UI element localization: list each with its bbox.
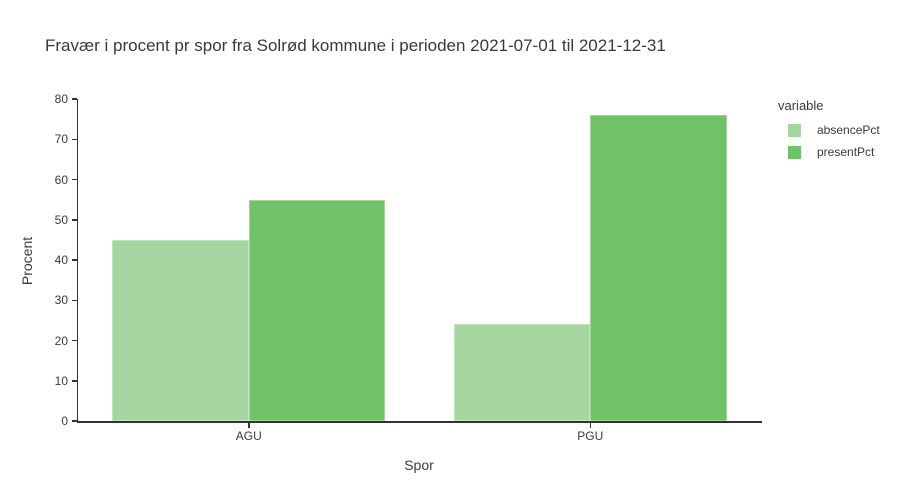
y-axis-line	[76, 99, 78, 423]
legend-item-label: presentPct	[817, 145, 875, 159]
y-tick-label: 40	[54, 253, 68, 267]
legend-items: absencePct presentPct	[775, 119, 897, 163]
bar-PGU-absencePct[interactable]	[453, 324, 591, 421]
legend: variable absencePct presentPct	[775, 98, 897, 163]
y-tick-mark	[71, 138, 77, 140]
y-tick-mark	[71, 259, 77, 261]
legend-swatch-presentPct	[788, 145, 801, 159]
y-tick-mark	[71, 339, 77, 342]
bar-AGU-absencePct[interactable]	[112, 239, 249, 421]
y-tick-label: 70	[54, 132, 68, 147]
y-tick-mark	[71, 420, 77, 422]
x-axis-title: Spor	[404, 457, 434, 473]
bar-PGU-presentPct[interactable]	[590, 115, 727, 421]
y-tick-label: 10	[54, 373, 68, 388]
y-tick-mark	[71, 178, 77, 181]
y-axis-title: Procent	[19, 236, 35, 286]
legend-title: variable	[778, 98, 824, 113]
x-tick-label: AGU	[235, 429, 262, 443]
y-tick-label: 30	[54, 293, 68, 308]
y-tick-label: 0	[61, 414, 68, 428]
legend-item-presentPct[interactable]: presentPct	[775, 141, 897, 163]
y-tick-mark	[71, 380, 77, 382]
y-tick-label: 60	[54, 172, 68, 187]
legend-swatch-absencePct	[788, 123, 801, 137]
legend-item-absencePct[interactable]: absencePct	[775, 119, 897, 141]
y-tick-label: 80	[54, 92, 68, 106]
y-tick-label: 20	[54, 333, 68, 348]
y-tick-mark	[71, 299, 77, 301]
chart-title: Fravær i procent pr spor fra Solrød komm…	[45, 36, 666, 55]
bar-AGU-presentPct[interactable]	[248, 199, 386, 421]
y-tick-mark	[71, 98, 77, 100]
x-tick-label: PGU	[577, 429, 604, 443]
legend-item-label: absencePct	[817, 123, 880, 137]
x-tick-mark	[589, 422, 591, 428]
x-axis-line	[76, 421, 762, 423]
y-tick-label: 50	[54, 212, 68, 227]
x-tick-mark	[248, 422, 250, 428]
y-tick-mark	[71, 219, 77, 221]
